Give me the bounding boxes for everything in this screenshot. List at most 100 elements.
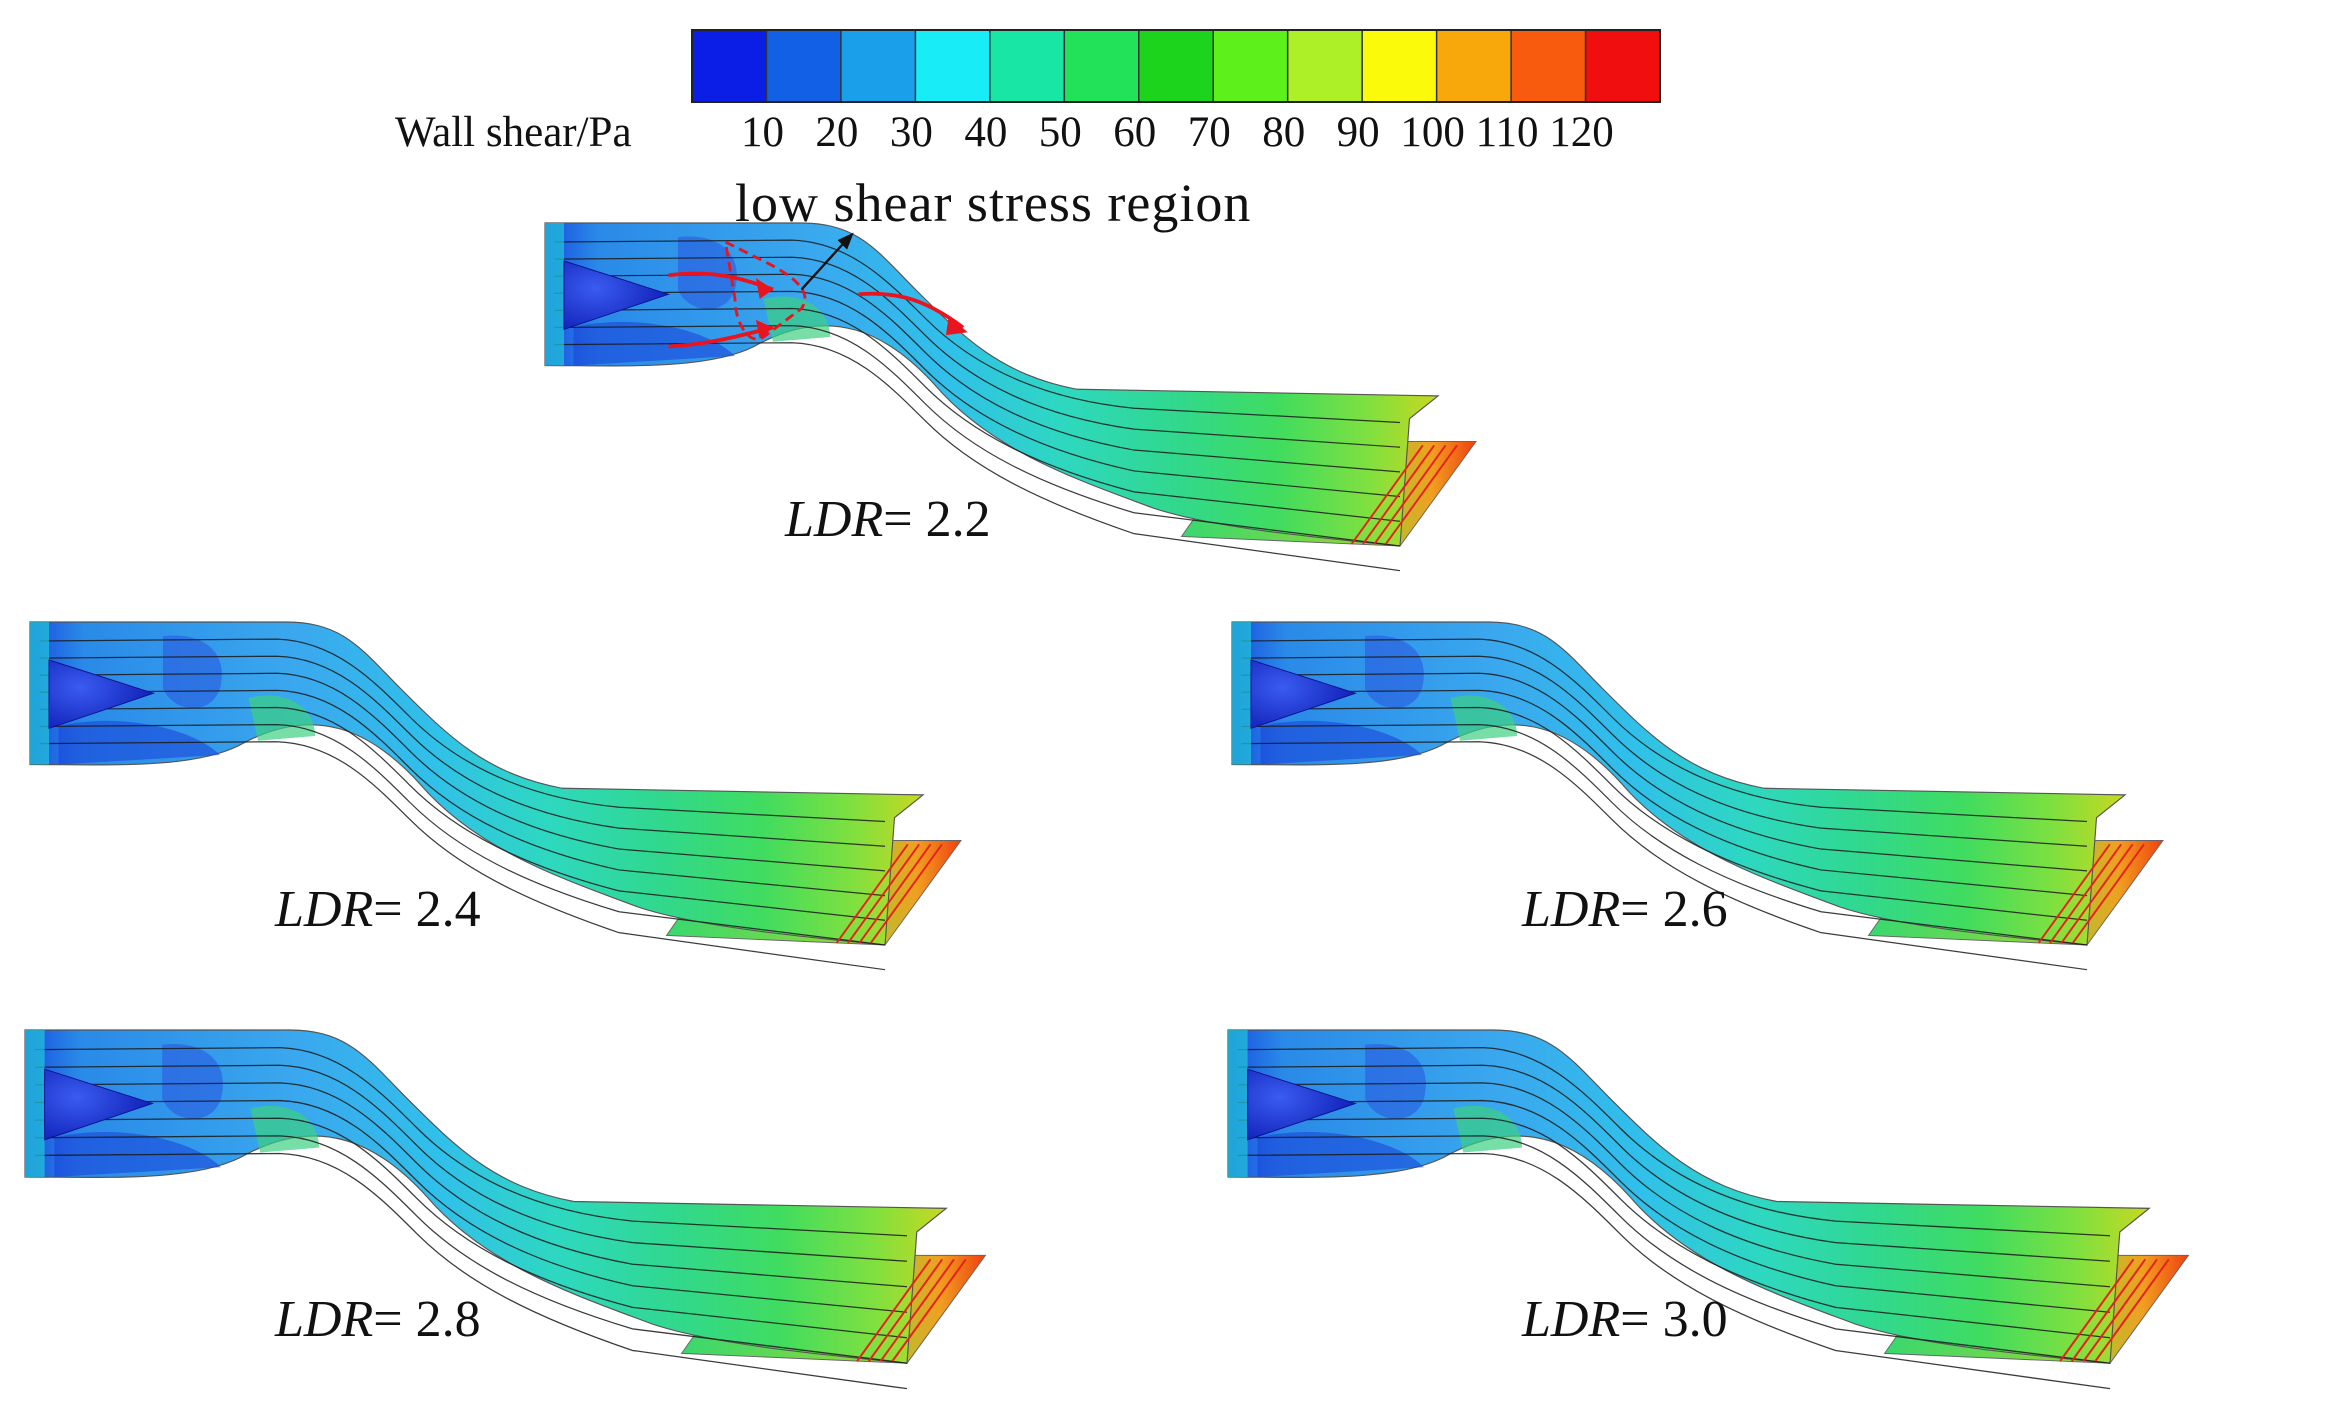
case-label-prefix: LDR [785,491,884,548]
high-shear-edge [867,1258,944,1362]
high-shear-edge [2070,1258,2147,1362]
flow-arrow-head [755,278,773,299]
annotation-pointer-head [837,232,854,250]
low-shear-patch [1365,635,1424,709]
streamline [34,1135,908,1364]
high-shear-edge [835,843,909,944]
center-cone [1250,659,1358,730]
colorbar-swatch [840,30,916,102]
high-shear-edge [869,843,943,944]
colorbar-swatch [766,30,841,102]
case-label-prefix: LDR [275,881,374,938]
high-shear-edge [2071,843,2145,944]
high-shear-edge [1362,444,1435,545]
colorbar-swatch [915,30,990,102]
high-shear-edge [2037,843,2111,944]
streamline [39,706,886,921]
high-shear-edge [1384,444,1458,545]
colorbar-tick-label: 20 [815,109,859,156]
streamline [1241,655,2088,847]
case-label-value: = 2.6 [1620,881,1728,938]
shear-patch [250,1105,319,1153]
shear-patch [1450,695,1517,741]
colorbar-tick-label: 10 [740,109,784,156]
low-shear-patch [163,635,222,709]
streamline [34,1117,908,1339]
low-shear-patch [1365,1043,1426,1119]
flow-arrow-head [945,316,968,336]
shear-patch [248,695,315,741]
streamline [39,638,886,823]
case-label-value: = 2.2 [883,491,991,548]
streamline [554,273,1401,473]
case-label: LDR= 2.2 [785,490,991,549]
duct-inlet [545,223,564,366]
high-shear-edge [2094,1258,2170,1362]
streamline [1237,1152,2111,1390]
duct-inlet [1232,622,1251,765]
duct-model [24,1029,987,1390]
shear-patch [1453,1105,1522,1153]
case-label: LDR= 2.4 [275,880,481,939]
streamline [34,1152,908,1390]
duct-model [1231,621,2164,971]
streamline [34,1082,908,1288]
high-shear-edge [1373,444,1447,545]
streamline [1237,1099,2111,1313]
colorbar-tick-label: 60 [1113,109,1157,156]
annotation-pointer [800,236,850,291]
colorbar-tick-label: 120 [1549,109,1614,156]
center-cone [563,260,671,331]
low-shear-annotation: low shear stress region [735,173,1252,233]
colorbar-swatch [1362,30,1437,102]
center-cone [48,659,156,730]
streamline [1237,1135,2111,1364]
streamline [1241,741,2088,971]
streamline [1241,672,2088,872]
center-cone [44,1068,154,1141]
high-shear-edge [2082,1258,2158,1362]
colorbar-swatch [1585,30,1660,102]
colorbar: Wall shear/Pa 10 20 30 40 50 60 70 80 90 100 110 12… [0,0,2334,170]
duct-model [544,222,1477,572]
streamline [39,672,886,872]
case-label-value: = 2.4 [373,881,481,938]
colorbar-tick-label: 40 [964,109,1008,156]
streamline [554,290,1401,498]
colorbar-tick-label: 110 [1475,109,1539,156]
low-shear-region-outline [723,239,807,341]
colorbar-swatch [1287,30,1363,102]
colorbar-frame [691,29,1661,103]
streamline [1241,689,2088,897]
streamline [34,1099,908,1313]
duct-inlet [25,1030,45,1177]
colorbar-swatch [1138,30,1214,102]
colorbar-swatch [1511,30,1586,102]
case-label-prefix: LDR [1522,881,1621,938]
center-cone [1247,1068,1357,1141]
colorbar-title: Wall shear/Pa [395,109,632,156]
case-label-value: = 3.0 [1620,1291,1728,1348]
streamline [554,342,1401,572]
streamline [34,1047,908,1237]
streamline [1237,1117,2111,1339]
colorbar-tick-label: 30 [889,109,933,156]
streamline [1237,1082,2111,1288]
colorbar-tick-label: 50 [1038,109,1082,156]
high-shear-edge [2060,843,2134,944]
case-label-prefix: LDR [1522,1291,1621,1348]
streamline [554,256,1401,448]
streamline [1237,1047,2111,1237]
streamline [554,307,1401,522]
duct-model [1227,1029,2190,1390]
high-shear-edge [2049,843,2122,944]
streamline [1241,706,2088,921]
low-shear-patch [162,1043,223,1119]
streamline [34,1064,908,1262]
duct-inlet [30,622,49,765]
duct-inlet [1228,1030,1248,1177]
streamline [39,741,886,971]
high-shear-edge [2059,1258,2135,1362]
colorbar-tick-label: 70 [1187,109,1231,156]
